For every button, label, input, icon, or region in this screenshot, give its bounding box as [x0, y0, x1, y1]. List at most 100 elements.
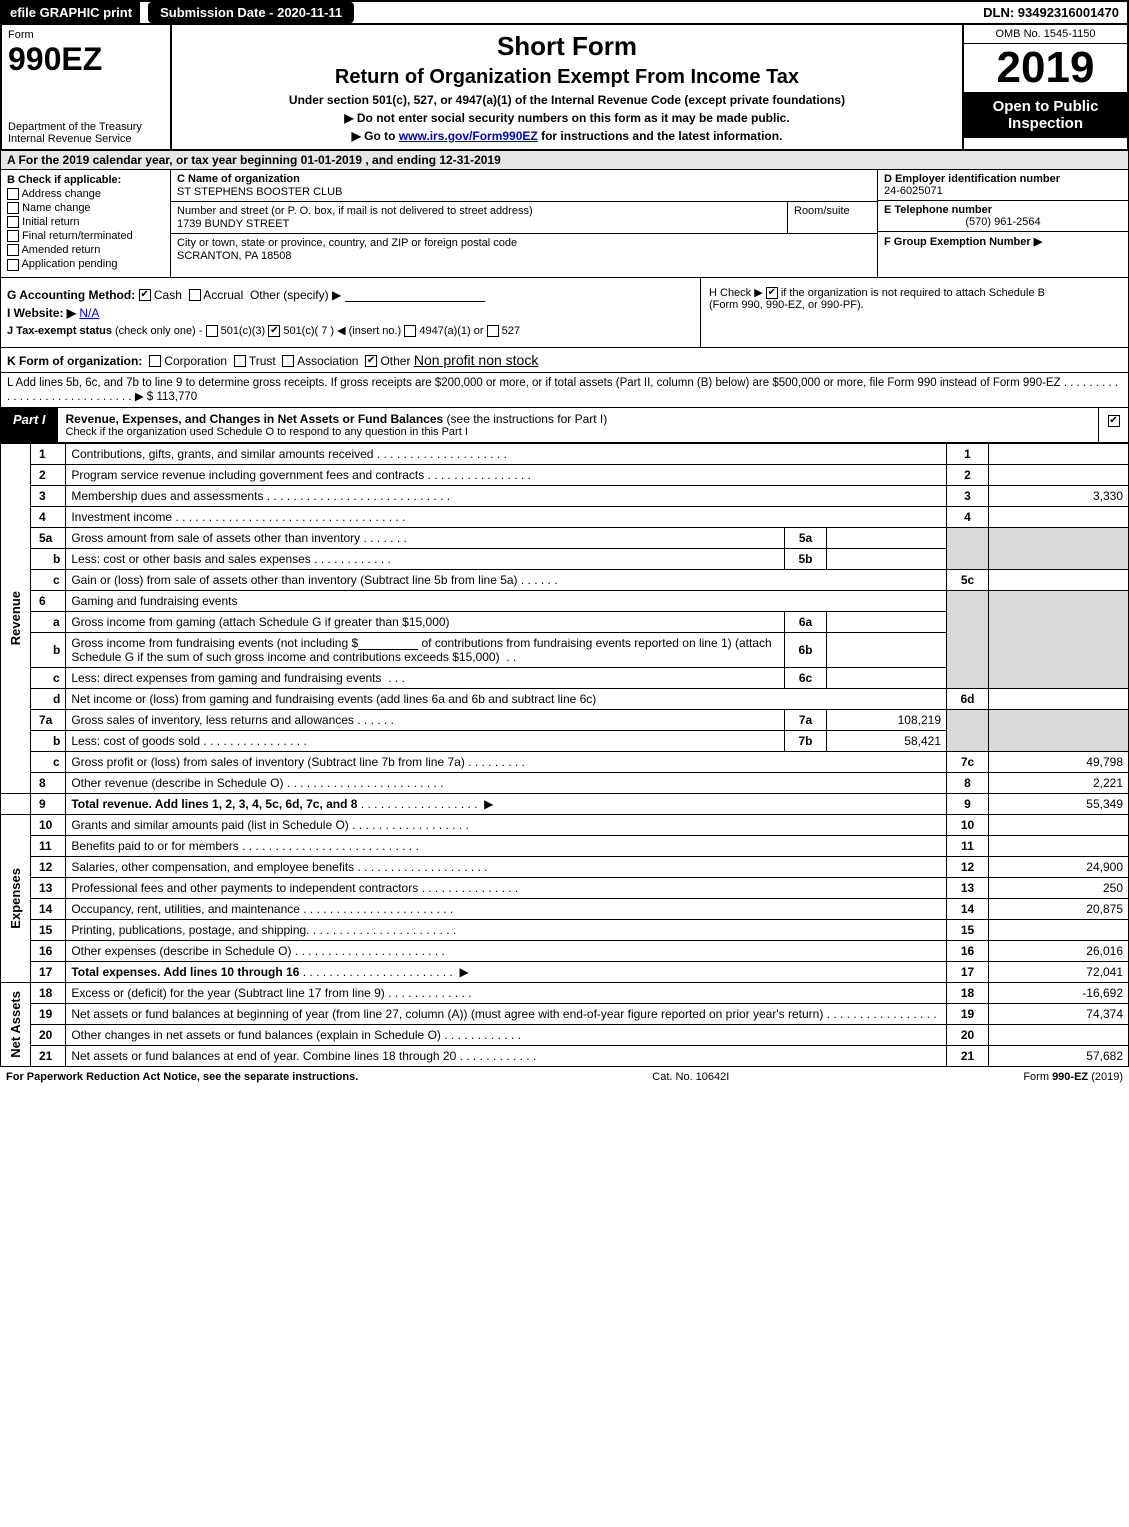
website-link[interactable]: N/A — [79, 306, 99, 320]
row-6d-resno: 6d — [947, 688, 989, 709]
chk-label: Final return/terminated — [22, 230, 133, 242]
submission-date: Submission Date - 2020-11-11 — [148, 2, 354, 23]
row-18-no: 18 — [31, 982, 66, 1003]
row-6a-inval — [827, 611, 947, 632]
chk-527[interactable] — [487, 325, 499, 337]
row-11-resno: 11 — [947, 835, 989, 856]
row-15-val — [989, 919, 1129, 940]
chk-corporation[interactable] — [149, 355, 161, 367]
row-11-no: 11 — [31, 835, 66, 856]
opt-4947: 4947(a)(1) or — [419, 325, 483, 337]
row-6c-inno: 6c — [785, 667, 827, 688]
tax-year: 2019 — [964, 44, 1127, 92]
chk-schedule-b[interactable] — [766, 287, 778, 299]
chk-other-org[interactable] — [365, 355, 377, 367]
chk-initial-return[interactable]: Initial return — [7, 216, 164, 228]
goto-pre: ▶ Go to — [352, 129, 399, 143]
other-org-value: Non profit non stock — [414, 352, 539, 368]
row-10-val — [989, 814, 1129, 835]
g-label: G Accounting Method: — [7, 288, 135, 302]
k-form-of-org: K Form of organization: Corporation Trus… — [0, 348, 1129, 373]
opt-corp: Corporation — [164, 354, 227, 368]
opt-trust: Trust — [249, 354, 276, 368]
chk-name-change[interactable]: Name change — [7, 202, 164, 214]
row-1-no: 1 — [31, 443, 66, 464]
i-website: I Website: ▶ N/A — [7, 306, 694, 320]
efile-print[interactable]: efile GRAPHIC print — [2, 2, 140, 23]
row-20-desc: Other changes in net assets or fund bala… — [66, 1024, 947, 1045]
row-12-resno: 12 — [947, 856, 989, 877]
row-18-resno: 18 — [947, 982, 989, 1003]
row-4-resno: 4 — [947, 506, 989, 527]
row-13-desc: Professional fees and other payments to … — [66, 877, 947, 898]
chk-501c3[interactable] — [206, 325, 218, 337]
chk-501c[interactable] — [268, 325, 280, 337]
row-18-desc: Excess or (deficit) for the year (Subtra… — [66, 982, 947, 1003]
row-8-val: 2,221 — [989, 772, 1129, 793]
h-text-1: H Check ▶ — [709, 287, 766, 299]
f-group-exemption: F Group Exemption Number ▶ — [878, 232, 1128, 277]
opt-501c3: 501(c)(3) — [221, 325, 266, 337]
row-6a-inno: 6a — [785, 611, 827, 632]
other-specify-input[interactable] — [345, 288, 485, 302]
row-6c-desc: Less: direct expenses from gaming and fu… — [66, 667, 785, 688]
cash-label: Cash — [154, 288, 182, 302]
expenses-side-label: Expenses — [6, 866, 25, 931]
row-7b-no: b — [31, 730, 66, 751]
row-6b-blank[interactable] — [358, 636, 418, 650]
row-16-desc: Other expenses (describe in Schedule O) … — [66, 940, 947, 961]
row-5c-val — [989, 569, 1129, 590]
chk-association[interactable] — [282, 355, 294, 367]
row-9-no: 9 — [31, 793, 66, 814]
goto-link[interactable]: www.irs.gov/Form990EZ — [399, 129, 538, 143]
row-6c-inval — [827, 667, 947, 688]
dln: DLN: 93492316001470 — [975, 2, 1127, 23]
chk-amended-return[interactable]: Amended return — [7, 244, 164, 256]
chk-address-change[interactable]: Address change — [7, 188, 164, 200]
l-arrow: ▶ $ — [135, 391, 153, 403]
row-16-no: 16 — [31, 940, 66, 961]
footer-left: For Paperwork Reduction Act Notice, see … — [6, 1071, 358, 1083]
accrual-label: Accrual — [203, 288, 243, 302]
row-17-val: 72,041 — [989, 961, 1129, 982]
omb-number: OMB No. 1545-1150 — [964, 25, 1127, 44]
chk-label: Amended return — [21, 244, 100, 256]
department: Department of the Treasury Internal Reve… — [8, 121, 164, 145]
gij-left: G Accounting Method: Cash Accrual Other … — [1, 278, 701, 347]
part-i-check[interactable] — [1098, 408, 1128, 442]
j-label: J Tax-exempt status — [7, 325, 112, 337]
row-21-val: 57,682 — [989, 1045, 1129, 1066]
top-bar: efile GRAPHIC print Submission Date - 20… — [0, 0, 1129, 25]
l-gross-receipts: L Add lines 5b, 6c, and 7b to line 9 to … — [0, 373, 1129, 408]
k-label: K Form of organization: — [7, 354, 142, 368]
row-6-desc: Gaming and fundraising events — [66, 590, 947, 611]
org-city: SCRANTON, PA 18508 — [177, 250, 871, 262]
dept-line-1: Department of the Treasury — [8, 121, 164, 133]
row-17-resno: 17 — [947, 961, 989, 982]
row-20-resno: 20 — [947, 1024, 989, 1045]
row-21-desc: Net assets or fund balances at end of ye… — [66, 1045, 947, 1066]
chk-label: Initial return — [22, 216, 79, 228]
e-phone: E Telephone number (570) 961-2564 — [878, 201, 1128, 232]
l-value: 113,770 — [156, 391, 197, 403]
form-header: Form 990EZ Department of the Treasury In… — [0, 25, 1129, 151]
column-b: B Check if applicable: Address change Na… — [1, 170, 171, 277]
chk-final-return[interactable]: Final return/terminated — [7, 230, 164, 242]
row-15-desc: Printing, publications, postage, and shi… — [66, 919, 947, 940]
row-12-val: 24,900 — [989, 856, 1129, 877]
row-5a-desc: Gross amount from sale of assets other t… — [66, 527, 785, 548]
row-4-val — [989, 506, 1129, 527]
row-14-val: 20,875 — [989, 898, 1129, 919]
chk-accrual[interactable] — [189, 289, 201, 301]
row-5a-inval — [827, 527, 947, 548]
chk-4947[interactable] — [404, 325, 416, 337]
footer-right: Form 990-EZ (2019) — [1023, 1071, 1123, 1083]
row-12-desc: Salaries, other compensation, and employ… — [66, 856, 947, 877]
chk-cash[interactable] — [139, 289, 151, 301]
row-7c-resno: 7c — [947, 751, 989, 772]
j-tax-exempt: J Tax-exempt status (check only one) - 5… — [7, 324, 694, 337]
row-4-desc: Investment income . . . . . . . . . . . … — [66, 506, 947, 527]
row-8-desc: Other revenue (describe in Schedule O) .… — [66, 772, 947, 793]
chk-trust[interactable] — [234, 355, 246, 367]
chk-application-pending[interactable]: Application pending — [7, 258, 164, 270]
